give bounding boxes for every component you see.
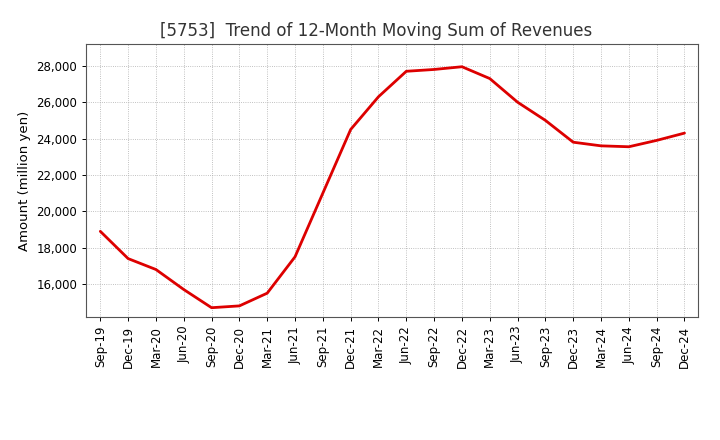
Y-axis label: Amount (million yen): Amount (million yen)	[18, 110, 31, 250]
Text: [5753]  Trend of 12-Month Moving Sum of Revenues: [5753] Trend of 12-Month Moving Sum of R…	[160, 22, 592, 40]
